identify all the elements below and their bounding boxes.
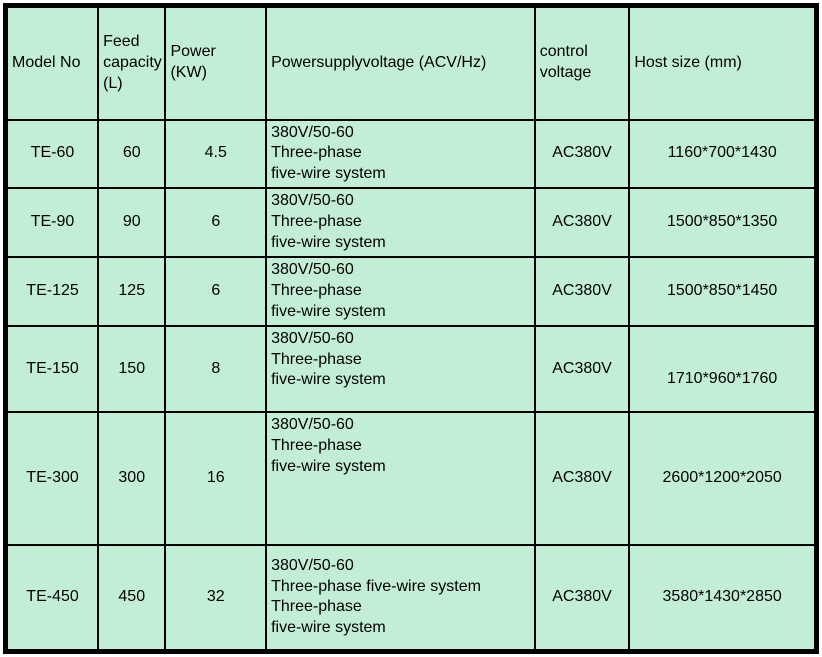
cell-control-voltage: AC380V: [533, 187, 631, 258]
cell-model: TE-450: [4, 543, 100, 653]
cell-host-size: 2600*1200*2050: [628, 411, 818, 546]
cell-power-supply-voltage: 380V/50-60 Three-phase five-wire system: [265, 411, 536, 546]
cell-host-size: 1160*700*1430: [628, 118, 818, 190]
cell-model: TE-150: [4, 324, 100, 414]
cell-model: TE-125: [4, 256, 100, 327]
cell-control-voltage: AC380V: [533, 118, 631, 190]
cell-power-supply-voltage: 380V/50-60 Three-phase five-wire system: [265, 256, 536, 327]
cell-power-supply-voltage: 380V/50-60 Three-phase five-wire system …: [265, 543, 536, 653]
cell-control-voltage: AC380V: [533, 411, 631, 546]
cell-control-voltage: AC380V: [533, 543, 631, 653]
cell-model: TE-60: [4, 118, 100, 190]
cell-feed-capacity: 300: [97, 411, 167, 546]
cell-host-size: 1500*850*1350: [628, 187, 818, 258]
cell-power: 8: [164, 324, 268, 414]
cell-model: TE-90: [4, 187, 100, 258]
column-header-host-size: Host size (mm): [628, 4, 818, 121]
table-row-te-450: TE-450 450 32 380V/50-60 Three-phase fiv…: [4, 543, 818, 653]
cell-power: 16: [164, 411, 268, 546]
cell-power: 6: [164, 256, 268, 327]
column-header-feed-capacity: Feed capacity (L): [97, 4, 167, 121]
column-header-control-voltage: control voltage: [533, 4, 631, 121]
table-row-te-150: TE-150 150 8 380V/50-60 Three-phase five…: [4, 324, 818, 414]
cell-host-size: 1710*960*1760: [628, 324, 818, 414]
table-row-te-60: TE-60 60 4.5 380V/50-60 Three-phase five…: [4, 118, 818, 190]
cell-power: 6: [164, 187, 268, 258]
cell-power-supply-voltage: 380V/50-60 Three-phase five-wire system: [265, 187, 536, 258]
cell-host-size: 1500*850*1450: [628, 256, 818, 327]
table-row-te-300: TE-300 300 16 380V/50-60 Three-phase fiv…: [4, 411, 818, 546]
cell-power: 4.5: [164, 118, 268, 190]
cell-power-supply-voltage: 380V/50-60 Three-phase five-wire system: [265, 118, 536, 190]
cell-feed-capacity: 90: [97, 187, 167, 258]
column-header-power-supply-voltage: Powersupplyvoltage (ACV/Hz): [265, 4, 536, 121]
cell-feed-capacity: 450: [97, 543, 167, 653]
cell-control-voltage: AC380V: [533, 324, 631, 414]
spec-table: Model No Feed capacity (L) Power (KW) Po…: [3, 3, 819, 654]
cell-feed-capacity: 125: [97, 256, 167, 327]
column-header-model-no: Model No: [4, 4, 100, 121]
table-row-te-125: TE-125 125 6 380V/50-60 Three-phase five…: [4, 256, 818, 327]
cell-feed-capacity: 150: [97, 324, 167, 414]
cell-power: 32: [164, 543, 268, 653]
table-row-te-90: TE-90 90 6 380V/50-60 Three-phase five-w…: [4, 187, 818, 258]
cell-power-supply-voltage: 380V/50-60 Three-phase five-wire system: [265, 324, 536, 414]
column-header-power: Power (KW): [164, 4, 268, 121]
cell-control-voltage: AC380V: [533, 256, 631, 327]
cell-host-size: 3580*1430*2850: [628, 543, 818, 653]
cell-feed-capacity: 60: [97, 118, 167, 190]
header-row: Model No Feed capacity (L) Power (KW) Po…: [4, 4, 818, 121]
cell-model: TE-300: [4, 411, 100, 546]
